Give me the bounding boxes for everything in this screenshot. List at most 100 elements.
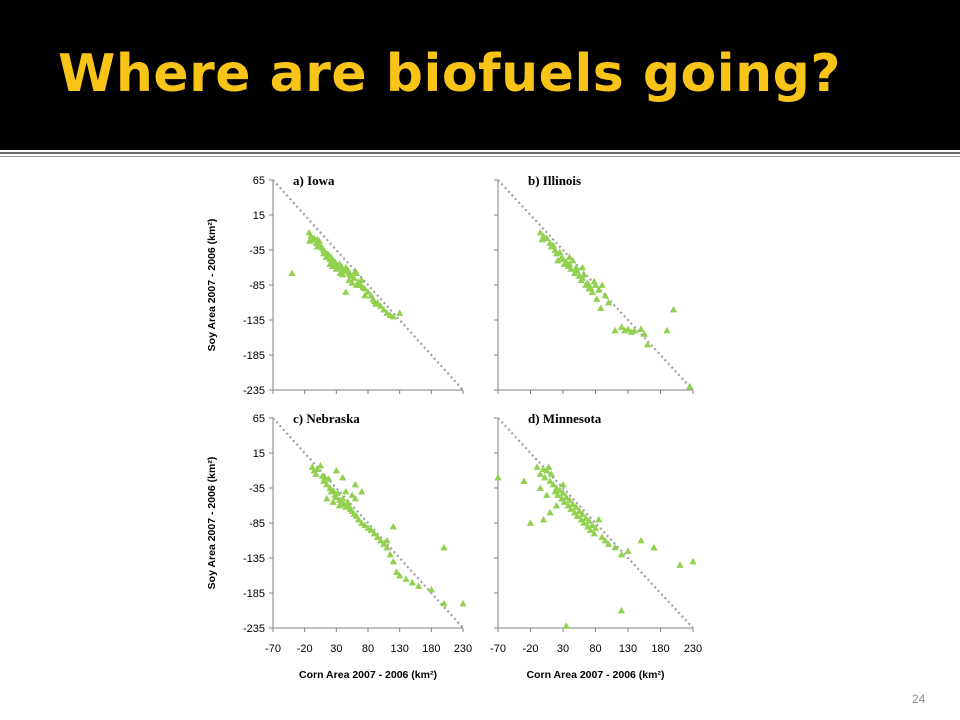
- data-point: [380, 540, 388, 547]
- data-point: [586, 283, 594, 290]
- data-point: [408, 578, 416, 586]
- data-point: [546, 477, 554, 484]
- y-tick-label: 15: [253, 448, 265, 460]
- x-tick-label: -70: [490, 643, 506, 655]
- data-point: [584, 279, 592, 286]
- data-point: [597, 304, 605, 311]
- data-point: [367, 526, 375, 533]
- data-point: [494, 473, 502, 481]
- data-point: [630, 326, 639, 334]
- data-point: [549, 480, 557, 488]
- data-point: [543, 491, 551, 498]
- data-point: [358, 487, 366, 495]
- data-point: [562, 493, 570, 500]
- data-point: [611, 326, 619, 334]
- data-point: [669, 305, 678, 313]
- data-point: [617, 323, 626, 330]
- panel-title: d) Minnesota: [528, 411, 602, 426]
- data-point: [323, 480, 331, 488]
- data-point: [383, 543, 391, 551]
- data-point: [396, 309, 404, 316]
- data-point: [559, 489, 567, 496]
- data-point: [643, 340, 652, 348]
- data-point: [546, 508, 554, 516]
- data-point: [580, 519, 588, 526]
- y-tick-label: -185: [243, 350, 265, 362]
- data-point: [569, 256, 577, 264]
- data-point: [547, 470, 555, 477]
- data-point: [288, 269, 296, 276]
- data-point: [539, 515, 548, 523]
- data-point: [389, 312, 397, 320]
- data-point: [372, 300, 380, 307]
- data-point: [345, 276, 353, 283]
- data-point: [545, 463, 553, 470]
- data-point: [556, 486, 564, 493]
- data-point: [590, 529, 598, 537]
- x-tick-label: 30: [330, 643, 342, 655]
- data-point: [578, 274, 587, 281]
- data-point: [440, 599, 448, 607]
- data-point: [312, 470, 320, 477]
- data-point: [329, 498, 337, 505]
- data-point: [377, 536, 385, 544]
- data-point: [332, 265, 340, 272]
- data-point: [559, 255, 567, 262]
- data-point: [386, 550, 394, 558]
- x-axis-title: Corn Area 2007 - 2006 (km²): [299, 669, 437, 681]
- data-point: [361, 284, 369, 292]
- data-point: [559, 480, 567, 488]
- data-point: [389, 557, 397, 565]
- data-point: [348, 491, 356, 498]
- y-tick-label: -235: [243, 623, 265, 635]
- data-point: [601, 291, 609, 299]
- y-tick-label: -35: [249, 245, 265, 257]
- data-point: [326, 260, 334, 267]
- trend-line: [272, 179, 464, 391]
- data-point: [342, 288, 350, 295]
- data-point: [637, 325, 645, 332]
- title-divider: [0, 152, 960, 154]
- data-point: [598, 533, 606, 540]
- data-point: [624, 547, 632, 554]
- y-tick-label: 15: [253, 210, 265, 222]
- data-point: [335, 501, 344, 509]
- data-point: [569, 500, 577, 507]
- data-point: [377, 302, 385, 309]
- data-point: [595, 515, 603, 523]
- y-tick-label: 65: [253, 413, 265, 425]
- data-point: [565, 260, 574, 267]
- x-tick-label: 180: [651, 643, 669, 655]
- data-point: [339, 270, 347, 278]
- data-point: [323, 494, 331, 502]
- data-point: [585, 517, 593, 524]
- data-point: [578, 263, 587, 271]
- data-point: [575, 507, 583, 514]
- data-point: [361, 291, 369, 299]
- data-point: [604, 298, 613, 306]
- data-point: [593, 295, 601, 302]
- y-axis-title: Soy Area 2007 - 2006 (km²): [206, 219, 218, 352]
- x-tick-label: 180: [422, 643, 440, 655]
- data-point: [533, 463, 541, 470]
- data-point: [339, 494, 347, 502]
- data-point: [427, 585, 435, 593]
- data-point: [543, 234, 551, 241]
- y-tick-label: -85: [249, 518, 265, 530]
- y-tick-label: -35: [249, 483, 265, 495]
- y-tick-label: -135: [243, 315, 265, 327]
- data-point: [543, 466, 551, 474]
- data-point: [536, 470, 544, 477]
- data-point: [380, 305, 388, 313]
- data-point: [396, 571, 404, 579]
- data-point: [415, 582, 423, 589]
- data-point: [315, 237, 323, 244]
- data-point: [591, 524, 600, 531]
- data-point: [588, 288, 596, 295]
- data-point: [361, 521, 369, 528]
- data-point: [536, 228, 544, 236]
- data-point: [617, 606, 626, 614]
- data-point: [556, 248, 564, 255]
- data-point: [663, 326, 671, 334]
- data-point: [329, 486, 337, 493]
